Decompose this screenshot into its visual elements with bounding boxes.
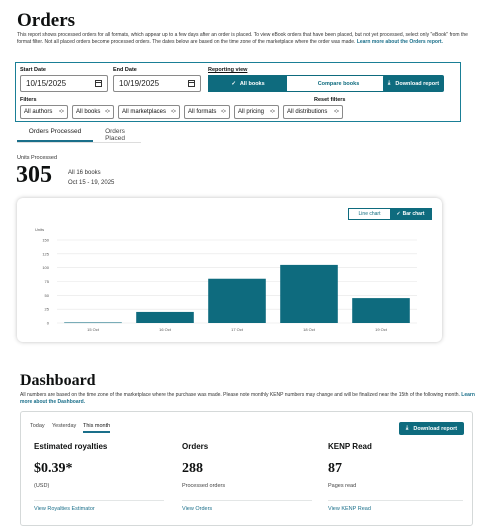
reporting-all-books-button[interactable]: ✓ All books (209, 76, 287, 91)
units-processed-value: 305 (16, 162, 52, 188)
bar (352, 298, 410, 323)
download-icon: ⤓ (387, 80, 391, 86)
bar-chart-button[interactable]: ✓ Bar chart (390, 209, 431, 219)
chevron-updown-icon: ︿ ﹀ (333, 107, 339, 117)
royalties-value: $0.39* (34, 461, 73, 476)
y-tick-label: 125 (42, 251, 49, 256)
view-royalties-estimator-link[interactable]: View Royalties Estimator (34, 506, 95, 512)
units-books: All 16 books (68, 170, 101, 176)
authors-select[interactable]: All authors ︿ ﹀ (20, 105, 68, 119)
chart-type-toggle: Line chart ✓ Bar chart (348, 208, 432, 220)
download-report-label: Download report (395, 80, 440, 87)
tab-today[interactable]: Today (30, 423, 45, 429)
dashboard-card (20, 411, 473, 526)
royalties-currency: (USD) (34, 483, 50, 489)
reset-filters-link[interactable]: Reset filters (314, 97, 346, 103)
x-tick-label: 18 Oct (303, 327, 316, 332)
dashboard-learn-more-link[interactable]: Learn more about the Dashboard. (20, 392, 475, 405)
x-tick-label: 16 Oct (159, 327, 172, 332)
dashboard-description-text: All numbers are based on the time zone o… (20, 392, 460, 398)
distributions-select[interactable]: All distributions ︿ ﹀ (283, 105, 343, 119)
kenp-divider (328, 500, 463, 501)
tab-orders-processed[interactable]: Orders Processed (17, 128, 93, 142)
y-tick-label: 100 (42, 265, 49, 270)
formats-select-value: All formats (188, 109, 217, 115)
bar-chart-label: Bar chart (402, 211, 425, 217)
orders-learn-more-link[interactable]: Learn more about the Orders report. (356, 39, 443, 45)
reporting-all-books-label: All books (239, 80, 265, 87)
orders-divider (182, 500, 312, 501)
royalties-title: Estimated royalties (34, 442, 108, 451)
x-tick-label: 19 Oct (375, 327, 388, 332)
bar (136, 311, 194, 323)
y-axis-label: Units (35, 227, 44, 232)
tab-orders-placed[interactable]: Orders Placed (105, 128, 125, 142)
end-date-label: End Date (113, 67, 137, 73)
dashboard-download-label: Download report (413, 425, 458, 432)
pricing-select-value: All pricing (238, 109, 265, 115)
bar (64, 322, 122, 324)
chevron-updown-icon: ︿ ﹀ (269, 107, 275, 117)
kenp-sub: Pages read (328, 483, 357, 489)
view-kenp-read-link[interactable]: View KENP Read (328, 506, 371, 512)
y-tick-label: 0 (47, 321, 50, 326)
start-date-field[interactable]: 10/15/2025 (20, 75, 108, 92)
books-select[interactable]: All books ︿ ﹀ (72, 105, 114, 119)
start-date-label: Start Date (20, 67, 46, 73)
y-tick-label: 50 (45, 293, 50, 298)
chevron-updown-icon: ︿ ﹀ (104, 107, 110, 117)
orders-sub: Processed orders (182, 483, 226, 489)
line-chart-button[interactable]: Line chart (349, 209, 390, 219)
chevron-updown-icon: ︿ ﹀ (58, 107, 64, 117)
marketplaces-select-value: All marketplaces (122, 109, 167, 115)
pricing-select[interactable]: All pricing ︿ ﹀ (234, 105, 279, 119)
calendar-icon[interactable] (188, 80, 195, 87)
y-tick-label: 75 (45, 279, 50, 284)
tab-yesterday[interactable]: Yesterday (52, 423, 77, 429)
page-title: Orders (17, 10, 76, 31)
tabs-divider (17, 142, 141, 143)
bar (280, 264, 338, 323)
y-tick-label: 25 (45, 307, 50, 312)
kenp-title: KENP Read (328, 442, 372, 451)
formats-select[interactable]: All formats ︿ ﹀ (184, 105, 230, 119)
y-tick-label: 150 (42, 238, 49, 243)
dashboard-title: Dashboard (20, 372, 96, 389)
kenp-value: 87 (328, 461, 342, 476)
dashboard-description: All numbers are based on the time zone o… (20, 392, 475, 406)
royalties-divider (34, 500, 164, 501)
reporting-compare-books-button[interactable]: Compare books (287, 76, 390, 91)
orders-title: Orders (182, 442, 209, 451)
units-bar-chart: Units 0 25 50 75 100 125 150 15 Oct 16 Oct 17 Oct 1… (35, 227, 417, 332)
start-date-value: 10/15/2025 (26, 79, 67, 88)
view-orders-link[interactable]: View Orders (182, 506, 213, 512)
orders-value: 288 (182, 461, 203, 476)
orders-description: This report shows processed orders for a… (17, 32, 479, 46)
reporting-view-toggle: ✓ All books Compare books (208, 75, 391, 92)
chevron-updown-icon: ︿ ﹀ (170, 107, 176, 117)
end-date-value: 10/19/2025 (119, 79, 160, 88)
books-select-value: All books (76, 109, 101, 115)
download-icon: ⤓ (405, 425, 409, 431)
download-report-button[interactable]: ⤓ Download report (383, 75, 444, 92)
dashboard-download-report-button[interactable]: ⤓ Download report (399, 422, 464, 435)
end-date-field[interactable]: 10/19/2025 (113, 75, 201, 92)
calendar-icon[interactable] (95, 80, 102, 87)
units-processed-label: Units Processed (17, 155, 58, 161)
authors-select-value: All authors (24, 109, 53, 115)
tab-this-month[interactable]: This month (83, 423, 111, 433)
units-dates: Oct 15 - 19, 2025 (68, 180, 115, 186)
filters-label: Filters (20, 97, 37, 103)
x-tick-label: 17 Oct (231, 327, 244, 332)
reporting-view-label: Reporting view (208, 67, 248, 73)
check-icon: ✓ (396, 211, 401, 217)
orders-description-text: This report shows processed orders for a… (17, 32, 468, 45)
chevron-updown-icon: ︿ ﹀ (220, 107, 226, 117)
marketplaces-select[interactable]: All marketplaces ︿ ﹀ (118, 105, 180, 119)
distributions-select-value: All distributions (287, 109, 328, 115)
x-tick-label: 15 Oct (87, 327, 100, 332)
bar (208, 278, 266, 323)
check-icon: ✓ (231, 80, 236, 87)
